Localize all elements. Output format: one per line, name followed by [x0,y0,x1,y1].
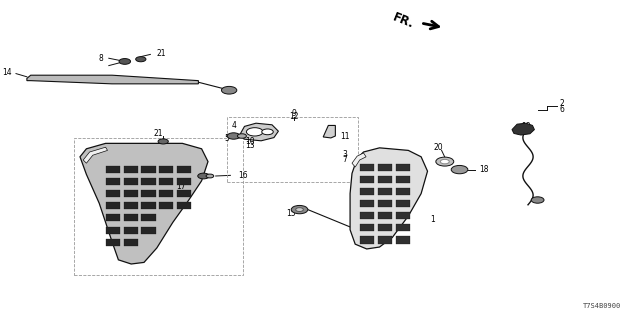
Text: 13: 13 [244,141,255,150]
Text: 2: 2 [560,99,564,108]
Text: 3: 3 [342,150,347,159]
Bar [106,202,120,209]
Text: 18: 18 [479,165,488,174]
Bar [396,176,410,183]
Polygon shape [83,147,108,163]
Circle shape [262,129,273,135]
Bar [124,227,138,234]
Circle shape [296,208,303,212]
Bar [141,214,156,221]
Bar [396,224,410,231]
Bar [378,212,392,219]
Bar [360,164,374,171]
Bar [141,227,156,234]
Bar [177,178,191,185]
Bar [124,214,138,221]
Circle shape [136,57,146,62]
Bar [159,166,173,173]
Bar [360,224,374,231]
Text: 6: 6 [560,105,565,114]
Bar [360,188,374,195]
Polygon shape [352,153,366,167]
Text: 15: 15 [286,209,296,218]
Circle shape [440,159,449,164]
Text: FR.: FR. [390,11,415,31]
Bar [360,176,374,183]
Bar [159,202,173,209]
Circle shape [158,139,168,144]
Bar [227,117,358,182]
Text: 19: 19 [522,122,531,131]
Bar [360,236,374,244]
Text: 16: 16 [238,171,248,180]
Text: 5: 5 [225,134,230,143]
Bar [106,190,120,197]
Text: 1: 1 [430,215,435,224]
Text: T7S4B0900: T7S4B0900 [582,303,621,309]
Bar [378,224,392,231]
Bar [124,178,138,185]
Bar [159,178,173,185]
Bar [396,236,410,244]
Bar [124,166,138,173]
Bar [159,190,173,197]
Bar [124,202,138,209]
Text: 21: 21 [157,49,166,58]
Bar [106,178,120,185]
Text: 17: 17 [176,182,186,191]
Bar [360,212,374,219]
Circle shape [198,173,209,179]
Bar [74,138,243,275]
Polygon shape [323,125,335,138]
Text: 7: 7 [342,156,347,164]
Polygon shape [240,123,278,141]
Circle shape [221,86,237,94]
Bar [106,166,120,173]
Bar [378,164,392,171]
Bar [396,212,410,219]
Bar [360,200,374,207]
Bar [141,190,156,197]
Bar [177,202,191,209]
Text: 14: 14 [2,68,12,77]
Bar [396,164,410,171]
Bar [124,190,138,197]
Text: 11: 11 [340,132,350,141]
Circle shape [246,128,263,136]
Circle shape [436,157,454,166]
Bar [124,239,138,246]
Circle shape [531,197,544,203]
Bar [141,202,156,209]
Bar [396,188,410,195]
Circle shape [291,205,308,214]
Bar [141,166,156,173]
Bar [177,166,191,173]
Bar [106,214,120,221]
Polygon shape [80,143,208,264]
Bar [378,200,392,207]
Circle shape [237,134,246,138]
Bar [177,190,191,197]
Circle shape [206,174,214,178]
Bar [378,236,392,244]
Text: 4: 4 [232,121,237,130]
Text: 21: 21 [154,129,163,138]
Bar [378,188,392,195]
Text: 12: 12 [290,112,299,121]
Text: 8: 8 [99,54,104,63]
Polygon shape [27,75,198,84]
Bar [378,176,392,183]
Circle shape [227,133,240,139]
Bar [396,200,410,207]
Polygon shape [512,123,534,135]
Polygon shape [350,148,428,249]
Text: 9: 9 [292,109,297,118]
Bar [141,178,156,185]
Bar [106,239,120,246]
Circle shape [451,165,468,174]
Bar [106,227,120,234]
Text: 10: 10 [244,137,255,146]
Text: 20: 20 [433,143,444,152]
Circle shape [119,59,131,64]
